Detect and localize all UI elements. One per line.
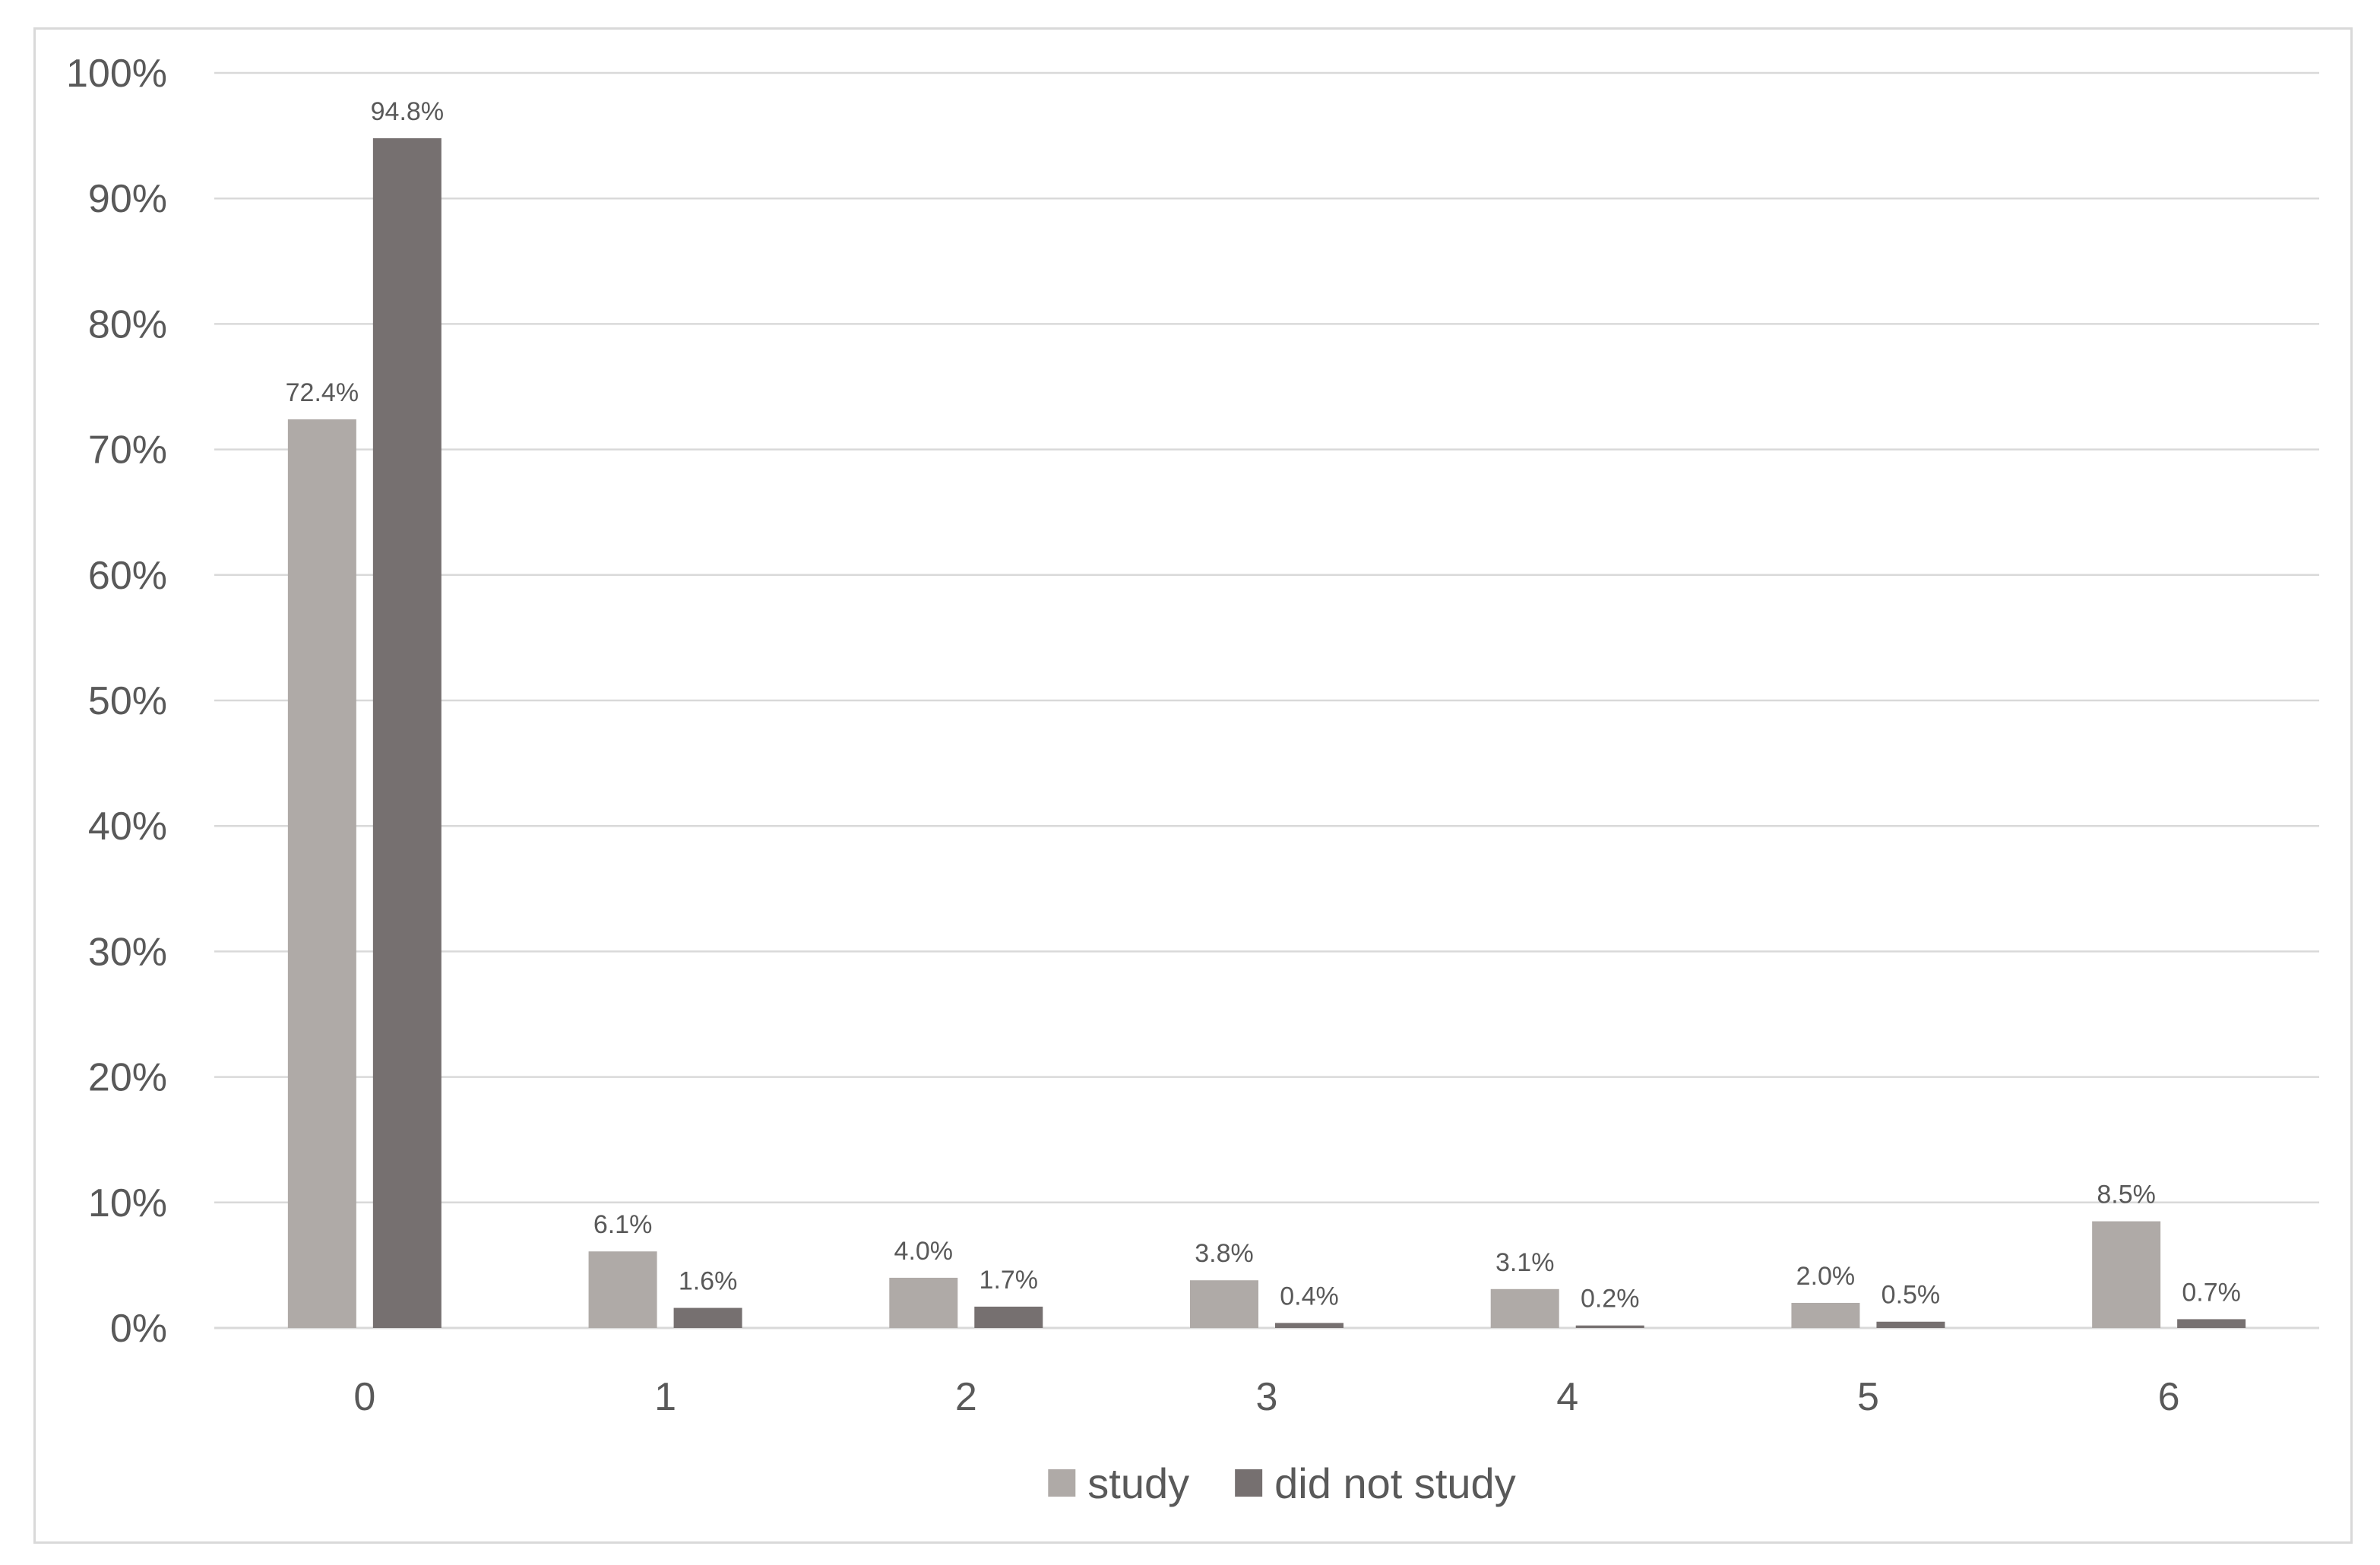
bar-did-not-study (673, 1307, 742, 1328)
data-label: 4.0% (894, 1237, 954, 1266)
legend-label: did not study (1274, 1459, 1516, 1507)
legend-item-did-not-study: did not study (1235, 1459, 1516, 1507)
bar-did-not-study (974, 1306, 1043, 1328)
y-tick-label: 0% (110, 1307, 167, 1351)
y-axis-ticks: 0% 10% 20% 30% 40% 50% 60% 70% 80% 90% 100% (66, 52, 167, 1351)
x-tick-label: 5 (1857, 1375, 1879, 1419)
y-tick-label: 10% (88, 1181, 167, 1225)
legend-swatch (1048, 1469, 1076, 1497)
data-label: 3.1% (1495, 1248, 1555, 1277)
data-label: 6.1% (593, 1210, 653, 1239)
data-label: 0.2% (1581, 1285, 1640, 1314)
bar-did-not-study (1575, 1325, 1644, 1328)
x-tick-label: 3 (1256, 1375, 1278, 1419)
bar-study (287, 419, 356, 1328)
data-label: 2.0% (1796, 1262, 1856, 1291)
data-label: 3.8% (1195, 1239, 1254, 1268)
legend-swatch (1235, 1469, 1263, 1497)
legend-item-study: study (1048, 1459, 1189, 1507)
y-tick-label: 60% (88, 554, 167, 598)
y-tick-label: 20% (88, 1056, 167, 1100)
bar-study (889, 1277, 958, 1328)
y-tick-label: 40% (88, 805, 167, 849)
data-label: 1.6% (679, 1267, 738, 1296)
bar-study (2092, 1221, 2161, 1328)
x-tick-label: 2 (955, 1375, 977, 1419)
y-tick-label: 100% (66, 52, 167, 96)
data-label: 1.7% (980, 1266, 1039, 1295)
data-label: 72.4% (286, 378, 359, 407)
y-tick-label: 30% (88, 930, 167, 974)
x-axis-ticks: 0 1 2 3 4 5 6 (353, 1375, 2179, 1419)
y-tick-label: 70% (88, 428, 167, 473)
gridlines (214, 71, 2319, 1329)
bar-did-not-study (372, 138, 442, 1328)
legend-label: study (1087, 1459, 1189, 1507)
bar-did-not-study (1275, 1323, 1343, 1328)
y-tick-label: 80% (88, 302, 167, 346)
bar-study (1190, 1280, 1258, 1328)
data-label: 8.5% (2097, 1181, 2156, 1209)
data-label: 0.4% (1280, 1282, 1339, 1310)
y-tick-label: 90% (88, 177, 167, 221)
bars (287, 138, 2246, 1328)
x-tick-label: 0 (353, 1375, 375, 1419)
bar-did-not-study (1876, 1321, 1945, 1328)
legend: study did not study (1048, 1459, 1516, 1507)
data-label: 94.8% (371, 97, 444, 126)
bar-study (1791, 1302, 1860, 1328)
y-tick-label: 50% (88, 679, 167, 723)
data-label: 0.5% (1882, 1281, 1941, 1310)
data-labels: 72.4% 94.8% 6.1% 1.6% 4.0% 1.7% 3.8% 0.4% 3.1% 0.… (286, 97, 2241, 1314)
x-tick-label: 6 (2158, 1375, 2180, 1419)
x-tick-label: 1 (654, 1375, 676, 1419)
bar-did-not-study (2177, 1319, 2246, 1328)
bar-study (1490, 1288, 1559, 1328)
x-tick-label: 4 (1556, 1375, 1578, 1419)
bar-study (588, 1251, 657, 1328)
data-label: 0.7% (2182, 1278, 2241, 1307)
